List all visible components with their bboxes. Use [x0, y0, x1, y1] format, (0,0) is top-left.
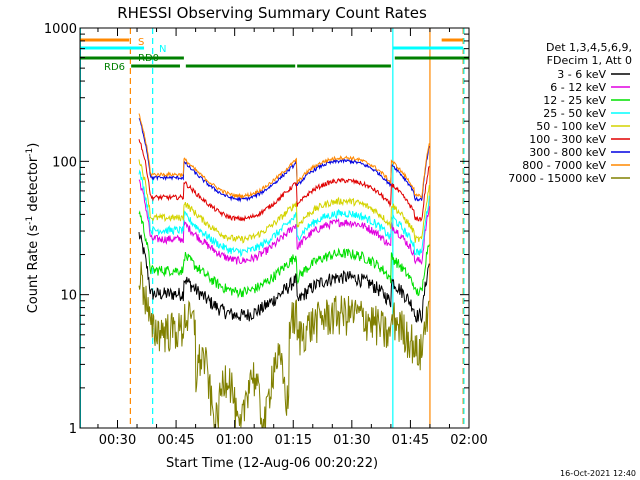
series-line [138, 261, 430, 429]
y-tick-label: 100 [52, 155, 77, 170]
y-axis: 1 10 100 1000 [44, 22, 469, 437]
y-axis-label: Count Rate (s-1 detector-1) [25, 143, 41, 314]
legend-header: Det 1,3,4,5,6,9, [546, 41, 632, 54]
y-label-sup1: -1 [25, 216, 35, 225]
legend-label: 300 - 800 keV [529, 146, 606, 159]
series-line [138, 113, 430, 200]
generation-date: 16-Oct-2021 12:40 [560, 469, 636, 478]
series-line [138, 169, 430, 258]
x-tick-label: 01:30 [333, 433, 370, 448]
series-line [138, 139, 430, 223]
legend-label: 50 - 100 keV [536, 120, 606, 133]
legend-label: 3 - 6 keV [557, 68, 606, 81]
legend-label: 6 - 12 keV [550, 81, 606, 94]
legend-label: 800 - 7000 keV [522, 159, 606, 172]
legend-header: FDecim 1, Att 0 [547, 54, 632, 67]
legend-label: 12 - 25 keV [543, 94, 606, 107]
x-tick-label: 00:45 [157, 433, 194, 448]
status-bar-label: N [159, 44, 166, 55]
x-tick-label: 01:45 [392, 433, 429, 448]
y-tick-label: 1000 [44, 22, 77, 37]
y-label-part2: detector [26, 156, 41, 216]
series-line [138, 179, 430, 265]
series-line [138, 159, 430, 244]
series-line [138, 210, 430, 299]
series-line [138, 118, 430, 203]
chart-title: RHESSI Observing Summary Count Rates [117, 4, 427, 22]
status-bar-label: RD0 [138, 53, 159, 64]
y-label-sup2: -1 [25, 148, 35, 157]
legend: Det 1,3,4,5,6,9,FDecim 1, Att 03 - 6 keV… [508, 41, 632, 185]
status-bar-label: RD6 [104, 62, 125, 73]
x-axis-label: Start Time (12-Aug-06 00:20:22) [166, 456, 378, 471]
y-label-part3: ) [26, 143, 41, 148]
y-tick-label: 1 [69, 422, 77, 437]
legend-label: 7000 - 15000 keV [508, 172, 606, 185]
y-tick-label: 10 [60, 289, 77, 304]
x-axis: 00:30 00:45 01:00 01:15 01:30 01:45 02:00 [97, 28, 488, 448]
x-tick-label: 01:00 [216, 433, 253, 448]
series-line [138, 232, 430, 324]
legend-label: 100 - 300 keV [529, 133, 606, 146]
plot-frame [79, 27, 470, 429]
x-tick-label: 02:00 [450, 433, 487, 448]
legend-label: 25 - 50 keV [543, 107, 606, 120]
status-bar-label: S [138, 37, 144, 48]
x-tick-label: 01:15 [275, 433, 312, 448]
x-tick-label: 00:30 [99, 433, 136, 448]
y-label-part1: Count Rate (s [26, 225, 41, 314]
